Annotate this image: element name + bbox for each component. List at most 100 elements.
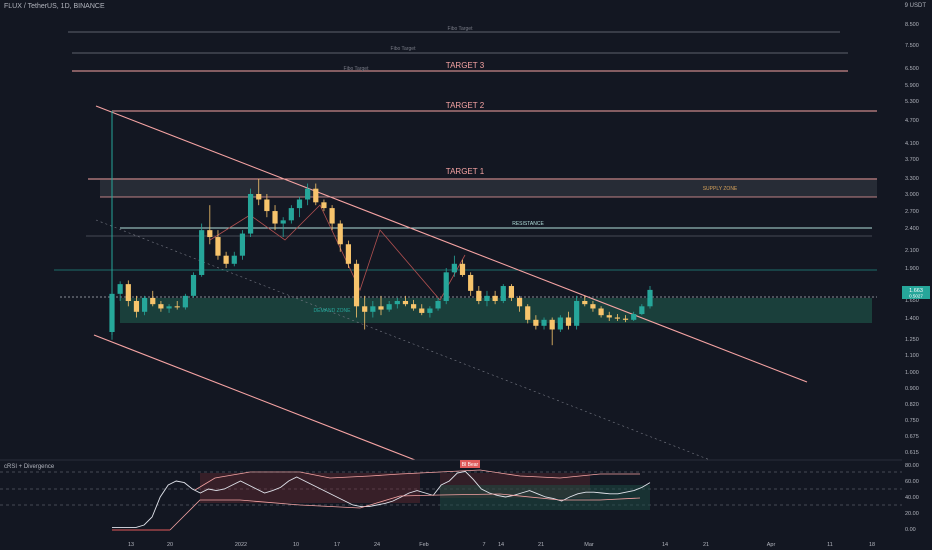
candle-body [590, 304, 596, 309]
candles [109, 178, 653, 346]
candle-body [631, 314, 637, 320]
time-tick: 18 [869, 542, 875, 548]
candle-body [109, 293, 115, 333]
crsi-band-lower [169, 493, 641, 531]
candle-body [296, 199, 303, 209]
price-tick: 0.900 [905, 386, 919, 392]
candle [125, 280, 131, 307]
last-price-sub: 0.5027 [909, 294, 923, 299]
candle-body [305, 188, 311, 200]
candle-body [125, 284, 131, 301]
candle-body [614, 317, 620, 319]
candle-body [313, 188, 319, 203]
candle-body [468, 274, 474, 291]
candle [468, 272, 474, 296]
candle-body [264, 199, 270, 212]
candle [590, 300, 596, 312]
candle [239, 230, 246, 260]
candle-body [622, 318, 629, 320]
resistance-label: RESISTANCE [512, 221, 544, 227]
candle [386, 300, 392, 312]
candle [296, 196, 303, 218]
osc-band-red [200, 473, 420, 503]
candle-body [394, 300, 400, 305]
candle-body [158, 304, 164, 309]
candle [435, 297, 441, 311]
candle [402, 295, 409, 307]
candle-body [150, 297, 156, 305]
candle [337, 220, 343, 252]
candle-body [239, 233, 246, 256]
candle-body [231, 255, 237, 264]
candle [117, 281, 123, 301]
candle-body [533, 319, 539, 326]
candle [182, 293, 188, 310]
candle [459, 259, 466, 277]
candle [215, 230, 221, 260]
candle-body [256, 194, 262, 200]
candle-body [174, 306, 180, 308]
candle-body [565, 317, 572, 326]
candle [150, 290, 156, 307]
candle-body [142, 297, 148, 312]
price-tick: 0.750 [905, 418, 919, 424]
fibo-label-1: Fibo Target [448, 26, 474, 32]
candle [492, 290, 498, 305]
candle [109, 290, 115, 340]
candle [174, 300, 180, 310]
candle-body [321, 202, 327, 209]
demand-label: DEMAND ZONE [314, 308, 352, 314]
candle [288, 205, 294, 224]
candle-body [182, 295, 188, 308]
candle [622, 315, 629, 323]
price-axis: 8.500 7.500 6.500 5.900 5.300 4.700 4.100 3.700… [905, 22, 919, 456]
candle [614, 314, 620, 321]
fibo-label-2: Fibo Target [391, 46, 417, 52]
price-tick: 7.500 [905, 43, 919, 49]
candle-body [272, 211, 278, 224]
price-tick: 8.500 [905, 22, 919, 28]
candle-body [329, 208, 335, 224]
candle [427, 306, 433, 318]
supply-zone [100, 180, 877, 197]
candle [329, 205, 335, 231]
candle-body [435, 300, 441, 309]
channel-mid [95, 219, 711, 461]
price-tick: 1.000 [905, 370, 919, 376]
candle [574, 295, 580, 330]
oscillator-label: cRSI + Divergence [4, 464, 55, 470]
time-axis: 13 20 2022 10 17 24 Feb 7 14 21 Mar 14 21 Apr 11 18 [128, 542, 875, 548]
candle-body [598, 308, 604, 316]
candle [443, 268, 449, 305]
time-tick: 2022 [235, 542, 247, 548]
demand-zone [120, 298, 872, 323]
candle-body [574, 300, 580, 326]
osc-tick: 60.00 [905, 479, 919, 485]
target2-label: TARGET 2 [446, 101, 485, 110]
candle [378, 295, 384, 316]
price-tick: 1.650 [905, 298, 919, 304]
candle [500, 284, 506, 304]
price-tick: 0.615 [905, 450, 919, 456]
candle-body [476, 290, 482, 301]
candle [557, 315, 563, 333]
candle [345, 240, 351, 269]
time-tick: Feb [419, 542, 428, 548]
candle-body [582, 300, 588, 305]
time-tick: 24 [374, 542, 380, 548]
candle-body [353, 263, 360, 307]
candle-body [362, 306, 368, 312]
price-tick: 1.900 [905, 266, 919, 272]
candle [565, 311, 572, 330]
candle [166, 304, 172, 313]
candle [394, 297, 400, 309]
candle [158, 300, 164, 312]
channel-top [95, 105, 808, 383]
candle-body [199, 230, 205, 275]
candle-body [541, 319, 547, 326]
candle-body [166, 306, 172, 309]
candle-body [370, 306, 376, 312]
candle-body [639, 306, 645, 315]
candle [370, 300, 376, 318]
